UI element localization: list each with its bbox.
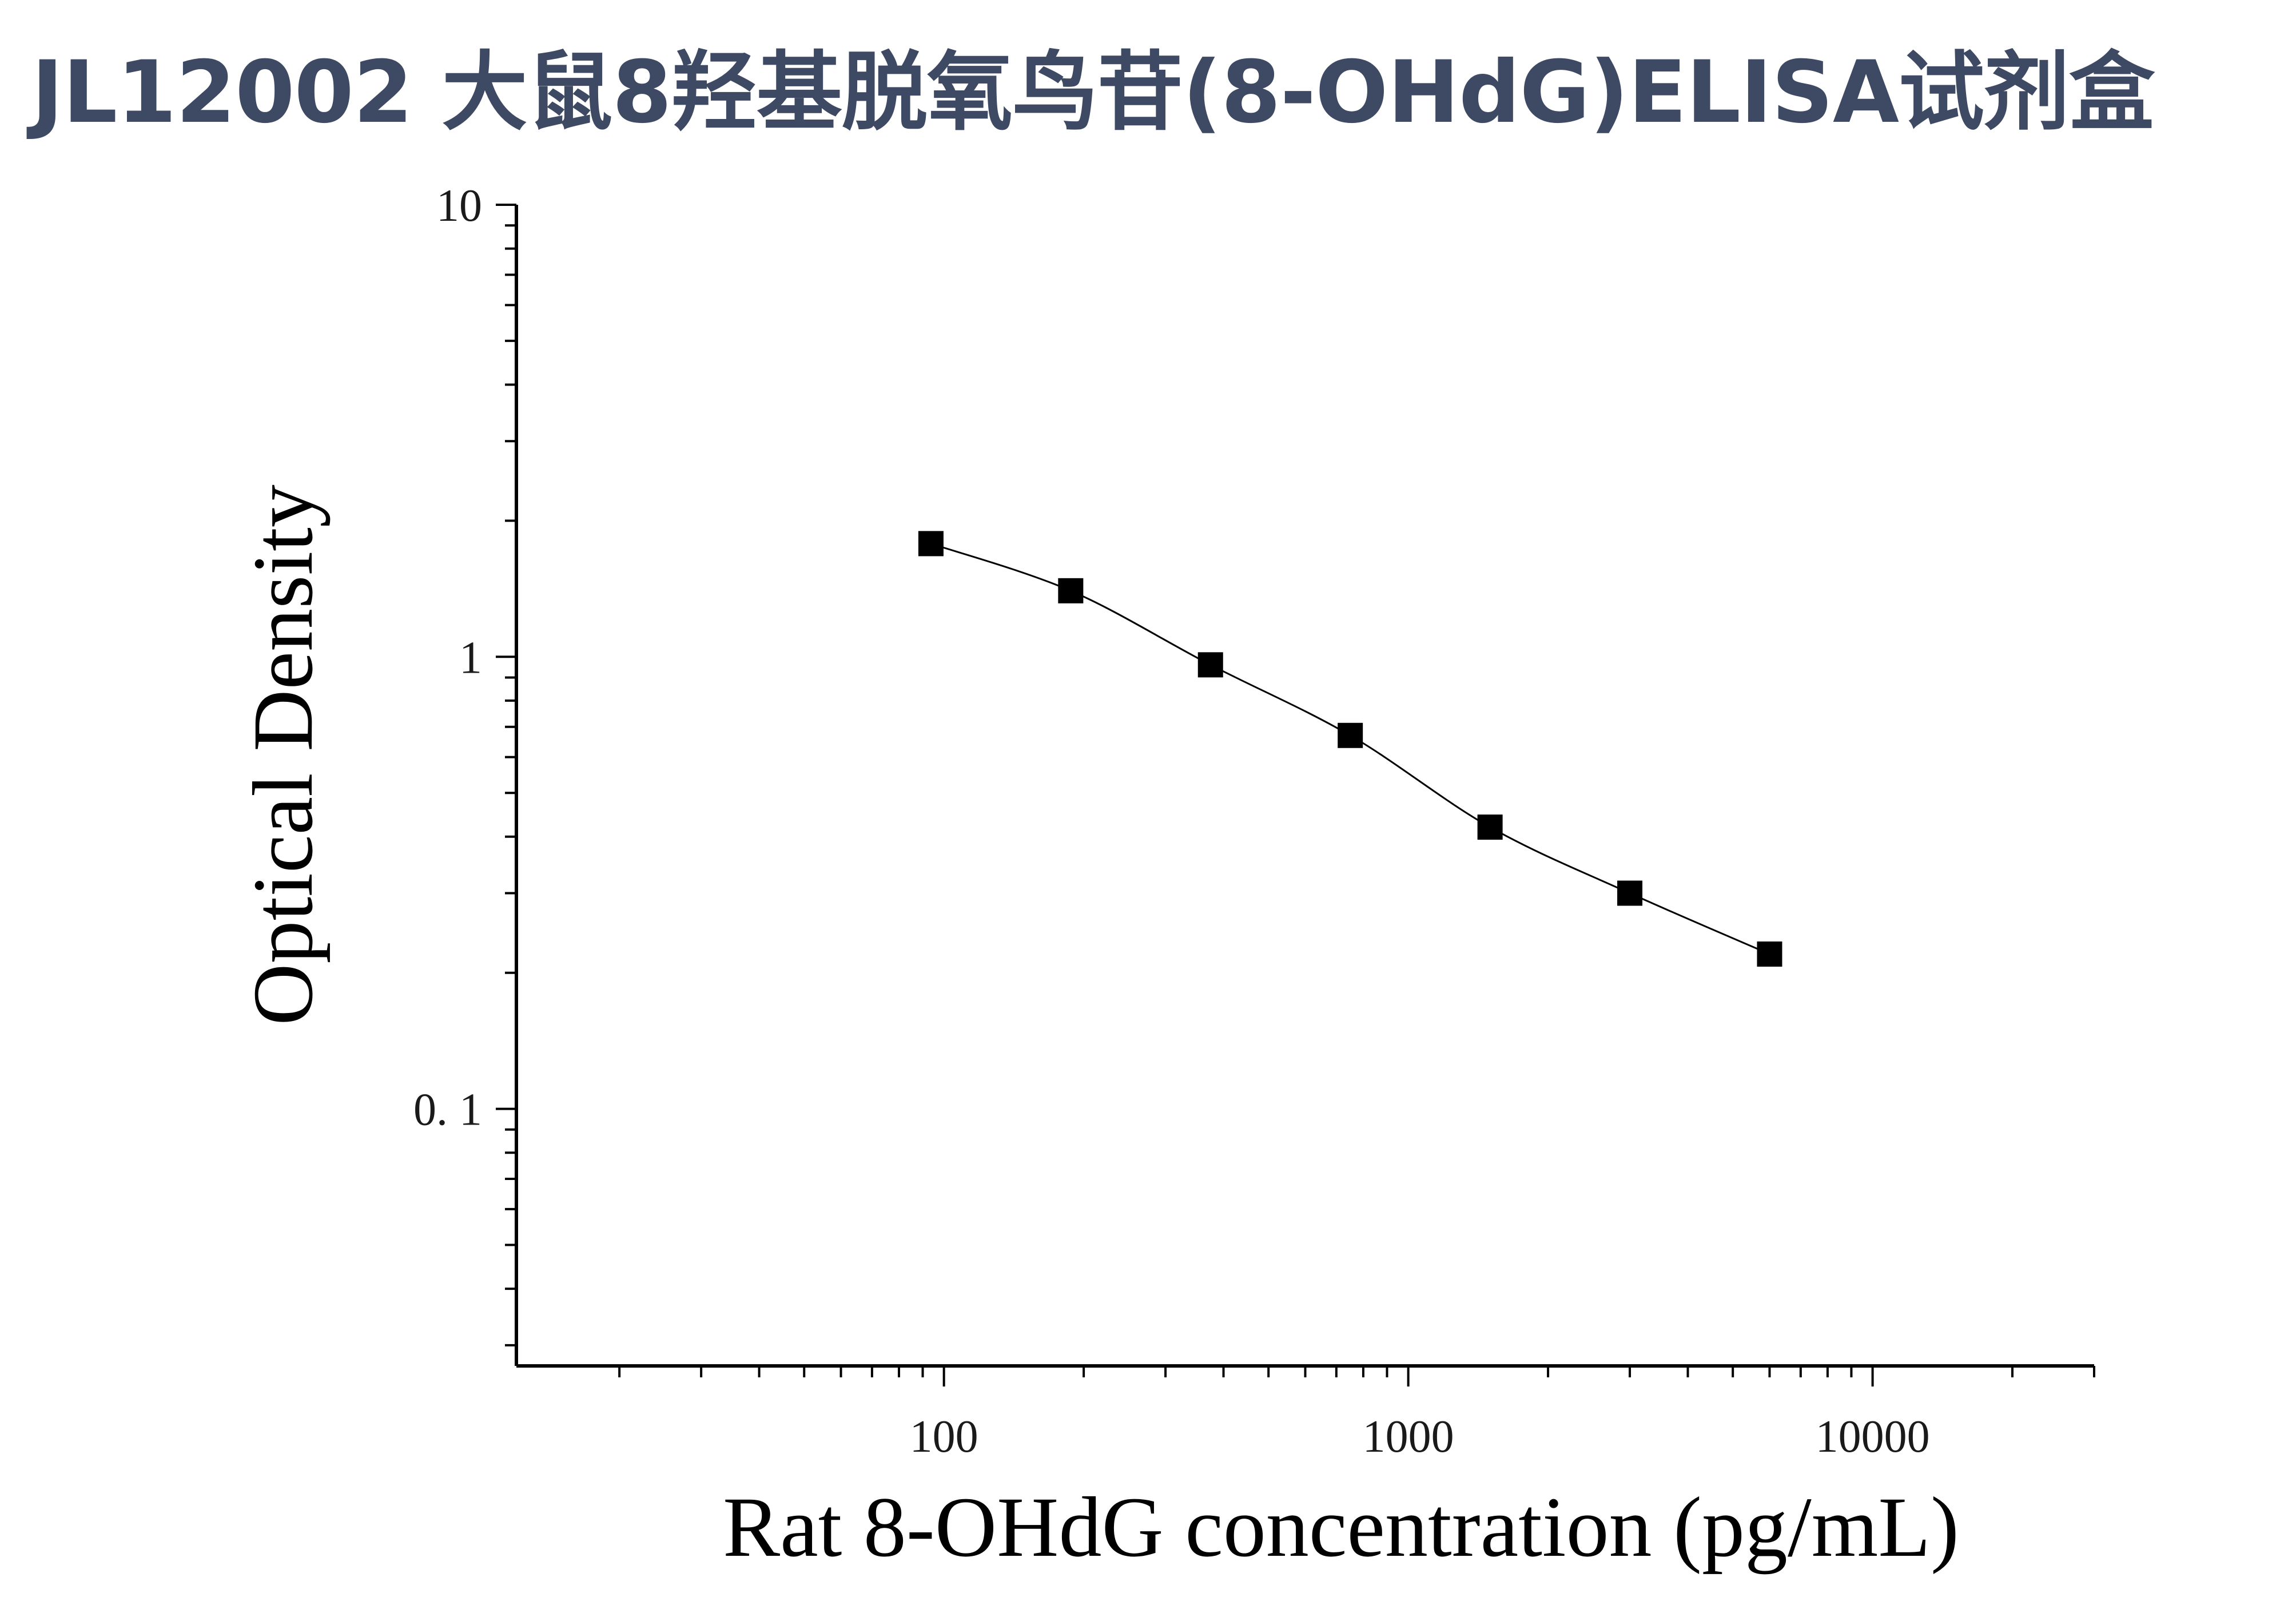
- data-point: [1058, 578, 1084, 603]
- fit-curve: [930, 542, 1770, 955]
- axes: [515, 205, 2094, 1368]
- data-point: [1617, 880, 1643, 906]
- x-axis-title: Rat 8-OHdG concentration (pg/mL): [723, 1480, 1959, 1575]
- y-axis-title: Optical Density: [236, 484, 331, 1026]
- data-point: [918, 531, 944, 557]
- data-point: [1338, 722, 1363, 748]
- y-tick-label: 1: [459, 633, 482, 683]
- page-title: JL12002 大鼠8羟基脱氧鸟苷(8-OHdG)ELISA试剂盒: [31, 43, 2155, 142]
- data-points: [918, 531, 1782, 967]
- data-point: [1477, 815, 1503, 840]
- axis-ticks: [496, 204, 2095, 1387]
- x-tick-label: 100: [910, 1412, 978, 1462]
- x-tick-label: 1000: [1363, 1412, 1454, 1462]
- data-point: [1757, 941, 1782, 967]
- data-point: [1197, 652, 1223, 678]
- y-tick-label: 10: [436, 181, 482, 231]
- y-tick-label: 0. 1: [413, 1085, 482, 1135]
- tick-labels: 100 1000 10000 0. 1 1 10: [413, 181, 1930, 1462]
- x-tick-label: 10000: [1816, 1412, 1930, 1462]
